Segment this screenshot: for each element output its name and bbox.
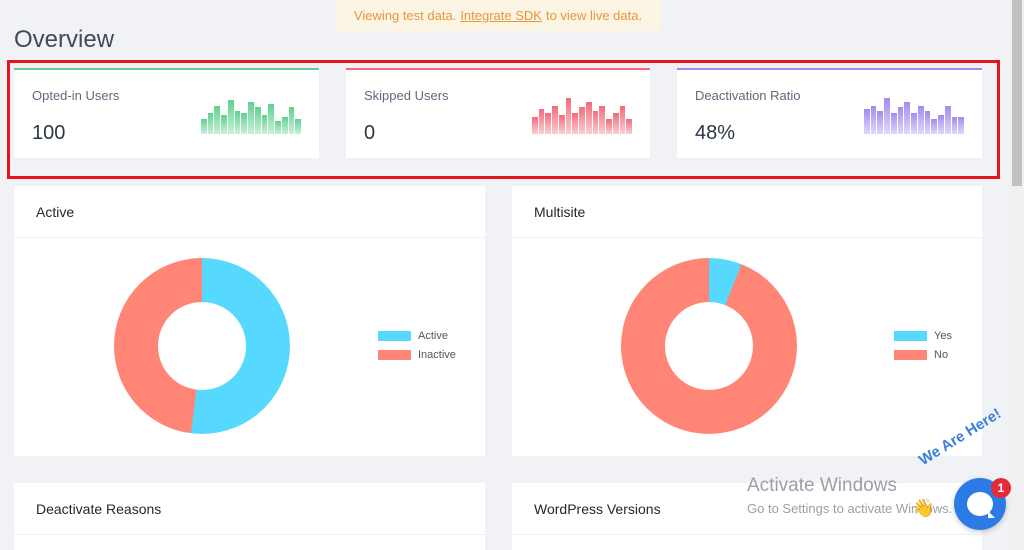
- sparkline-bar: [592, 111, 599, 134]
- deactivate-reasons-card: Deactivate Reasons: [14, 483, 485, 550]
- active-donut-chart[interactable]: [114, 258, 290, 434]
- sparkline-bar: [538, 109, 545, 134]
- skipped-sparkline: [532, 96, 633, 134]
- legend-swatch: [894, 330, 927, 341]
- sparkline-bar: [904, 101, 911, 134]
- stat-value: 0: [364, 122, 376, 144]
- sparkline-bar: [599, 105, 606, 134]
- notice-text: Viewing test data.: [353, 8, 457, 23]
- opted-in-sparkline: [201, 96, 302, 134]
- sparkline-bar: [897, 107, 904, 134]
- stat-value: 48%: [695, 122, 736, 144]
- legend-label: Inactive: [418, 348, 456, 361]
- sparkline-bar: [619, 105, 626, 134]
- sparkline-bar: [911, 113, 917, 134]
- legend-item[interactable]: Active: [378, 326, 456, 345]
- sparkline-bar: [938, 115, 944, 134]
- sparkline-bar: [552, 105, 558, 134]
- multisite-card: Multisite Yes No: [512, 186, 982, 456]
- multisite-donut-chart[interactable]: [621, 258, 797, 434]
- sparkline-bar: [931, 118, 938, 134]
- sparkline-bar: [606, 118, 612, 134]
- test-data-notice: Viewing test data. Integrate SDK to view…: [335, 0, 661, 31]
- active-card: Active Active Inactive: [14, 186, 485, 456]
- sparkline-bar: [944, 105, 951, 134]
- sparkline-bar: [877, 111, 884, 134]
- watermark-title: Activate Windows: [747, 475, 897, 496]
- card-title: WordPress Versions: [512, 483, 982, 535]
- card-title: Active: [14, 186, 485, 238]
- legend-label: Active: [418, 329, 448, 342]
- legend-swatch: [378, 349, 411, 360]
- sparkline-bar: [864, 109, 870, 134]
- sparkline-bar: [207, 113, 214, 134]
- stat-label: Deactivation Ratio: [695, 88, 801, 103]
- legend-swatch: [894, 349, 927, 360]
- sparkline-bar: [924, 111, 931, 134]
- multisite-legend: Yes No: [894, 326, 952, 364]
- stat-card-deactivation-ratio: Deactivation Ratio 48%: [677, 68, 982, 158]
- sparkline-bar: [241, 113, 248, 134]
- integrate-sdk-link[interactable]: Integrate SDK: [460, 8, 542, 23]
- stat-label: Opted-in Users: [32, 88, 120, 103]
- donut-hole: [665, 302, 753, 390]
- legend-item[interactable]: Yes: [894, 326, 952, 345]
- sparkline-bar: [612, 113, 619, 134]
- legend-swatch: [378, 330, 411, 341]
- sparkline-bar: [545, 113, 552, 134]
- card-title: Multisite: [512, 186, 982, 238]
- sparkline-bar: [275, 120, 281, 134]
- legend-item[interactable]: No: [894, 345, 952, 364]
- sparkline-bar: [234, 111, 241, 134]
- sparkline-bar: [268, 103, 275, 134]
- scrollbar-thumb[interactable]: [1012, 0, 1022, 186]
- sparkline-bar: [958, 116, 965, 134]
- watermark-subtitle: Go to Settings to activate Windows.: [747, 501, 953, 516]
- sparkline-bar: [221, 115, 227, 134]
- stat-label: Skipped Users: [364, 88, 449, 103]
- scrollbar[interactable]: [1010, 0, 1024, 550]
- sparkline-bar: [951, 116, 958, 134]
- sparkline-bar: [565, 97, 572, 134]
- legend-item[interactable]: Inactive: [378, 345, 456, 364]
- stat-value: 100: [32, 122, 66, 144]
- deactivation-sparkline: [864, 96, 965, 134]
- legend-label: No: [934, 348, 949, 361]
- sparkline-bar: [884, 97, 890, 134]
- sparkline-bar: [558, 115, 565, 134]
- chat-notification-badge: 1: [991, 478, 1011, 498]
- sparkline-bar: [870, 105, 877, 134]
- sparkline-bar: [532, 116, 538, 134]
- sparkline-bar: [227, 99, 234, 134]
- active-legend: Active Inactive: [378, 326, 456, 364]
- sparkline-bar: [626, 118, 633, 134]
- chat-button[interactable]: [954, 478, 1006, 530]
- sparkline-bar: [585, 101, 592, 134]
- sparkline-bar: [201, 118, 207, 134]
- stat-card-opted-in: Opted-in Users 100: [14, 68, 319, 158]
- sparkline-bar: [572, 113, 579, 134]
- stat-card-skipped: Skipped Users 0: [346, 68, 650, 158]
- sparkline-bar: [214, 105, 221, 134]
- wordpress-versions-card: WordPress Versions: [512, 483, 982, 550]
- sparkline-bar: [261, 115, 268, 134]
- notice-suffix: to view live data.: [545, 8, 643, 23]
- sparkline-bar: [890, 113, 897, 134]
- stats-highlight-box: [7, 60, 1000, 179]
- sparkline-bar: [917, 105, 924, 134]
- sparkline-bar: [288, 107, 295, 134]
- donut-hole: [158, 302, 246, 390]
- sparkline-bar: [281, 116, 288, 134]
- sparkline-bar: [295, 118, 302, 134]
- card-title: Deactivate Reasons: [14, 483, 485, 535]
- windows-activation-watermark: Activate Windows Go to Settings to activ…: [747, 475, 952, 516]
- sparkline-bar: [579, 107, 585, 134]
- legend-label: Yes: [934, 329, 952, 342]
- chat-bubble-icon: [967, 492, 995, 518]
- hand-icon: 👋: [912, 498, 935, 518]
- page-title: Overview: [14, 26, 115, 53]
- sparkline-bar: [254, 107, 261, 134]
- sparkline-bar: [248, 101, 254, 134]
